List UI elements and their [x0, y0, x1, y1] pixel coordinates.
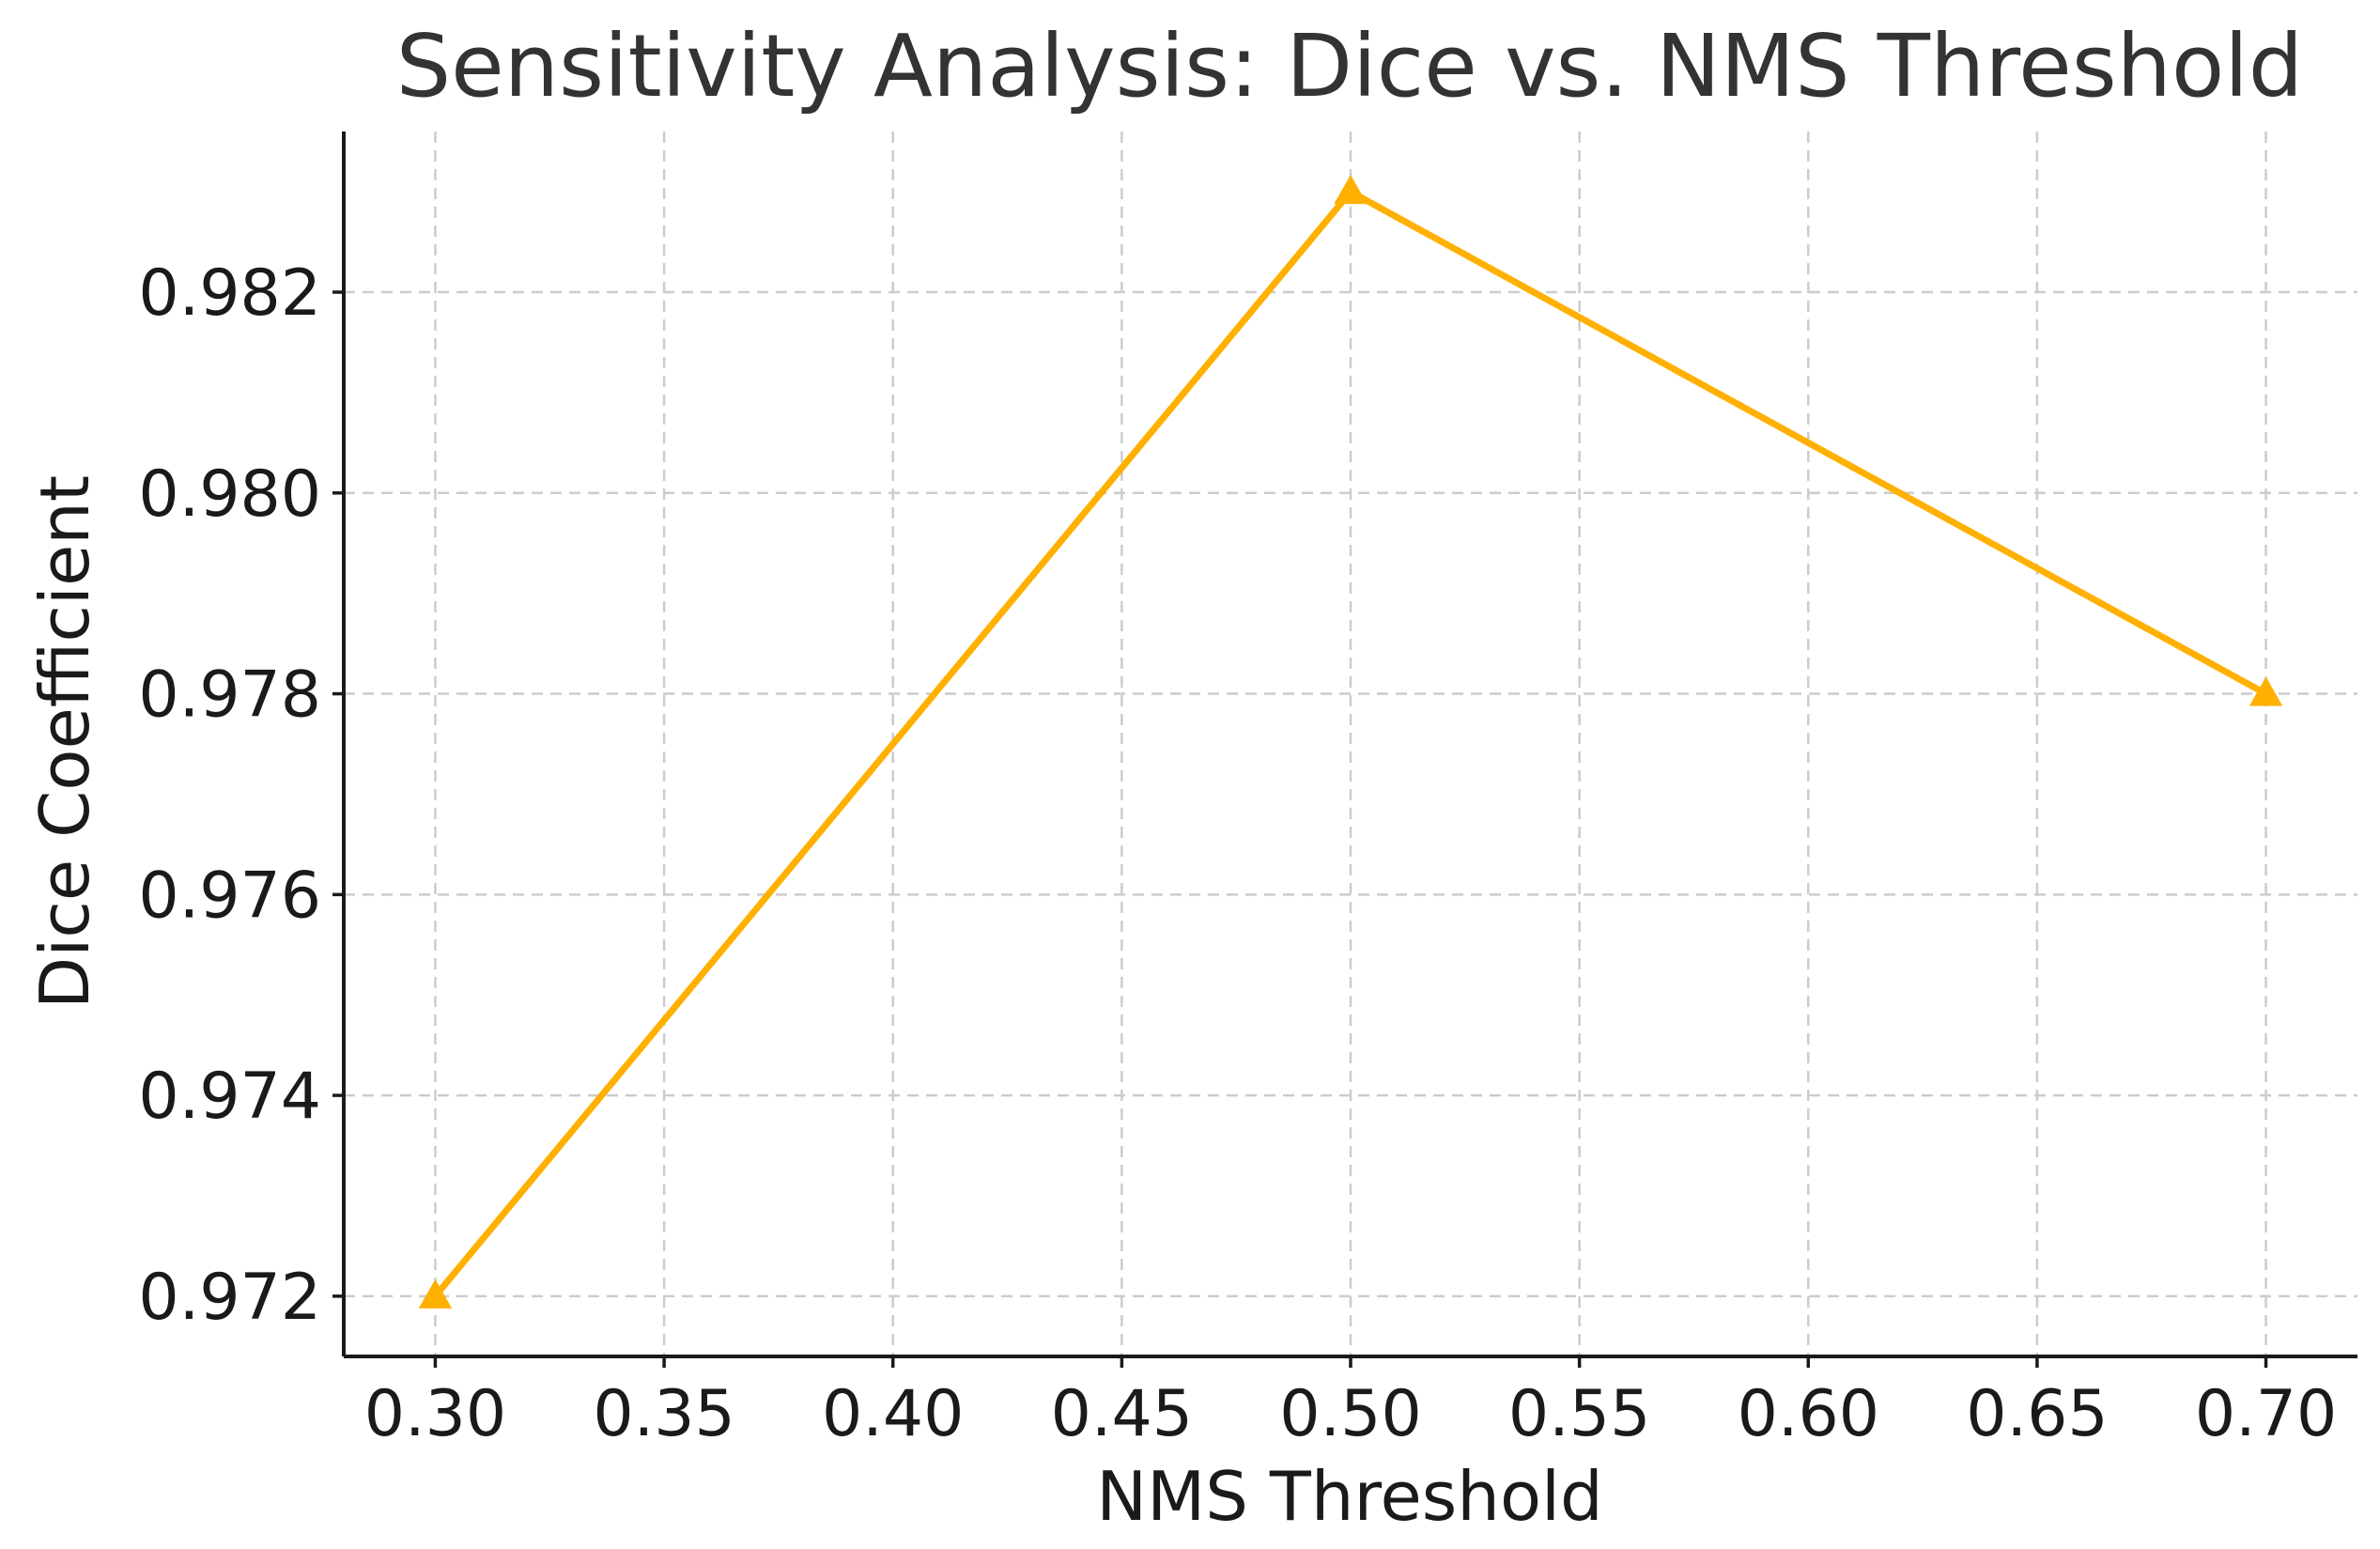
x-tick-label: 0.70 — [2195, 1377, 2337, 1451]
x-tick-label: 0.65 — [1966, 1377, 2108, 1451]
x-tick-label: 0.30 — [364, 1377, 506, 1451]
y-tick-label: 0.974 — [138, 1060, 321, 1134]
x-tick-label: 0.55 — [1508, 1377, 1650, 1451]
y-tick-label: 0.978 — [138, 658, 321, 733]
data-point-marker — [418, 1278, 453, 1309]
series — [418, 175, 2283, 1309]
x-tick-label: 0.50 — [1279, 1377, 1421, 1451]
grid — [344, 132, 2357, 1356]
y-axis-label: Dice Coefficient — [25, 475, 104, 1009]
x-tick-label: 0.40 — [822, 1377, 964, 1451]
x-tick-label: 0.45 — [1051, 1377, 1193, 1451]
y-tick-label: 0.972 — [138, 1261, 321, 1335]
data-point-marker — [1334, 175, 1368, 205]
chart-title: Sensitivity Analysis: Dice vs. NMS Thres… — [396, 16, 2303, 116]
x-tick-label: 0.60 — [1738, 1377, 1879, 1451]
y-tick-label: 0.976 — [138, 859, 321, 933]
y-tick-label: 0.980 — [138, 457, 321, 532]
y-tick-label: 0.982 — [138, 256, 321, 331]
x-axis-ticks: 0.30 0.35 0.40 0.45 0.50 0.55 0.60 0.65 0.70 — [364, 1356, 2337, 1451]
x-axis-label: NMS Threshold — [1096, 1457, 1602, 1536]
x-tick-label: 0.35 — [593, 1377, 734, 1451]
y-axis-ticks: 0.972 0.974 0.976 0.978 0.980 0.982 — [138, 256, 344, 1335]
data-point-marker — [2249, 676, 2283, 706]
